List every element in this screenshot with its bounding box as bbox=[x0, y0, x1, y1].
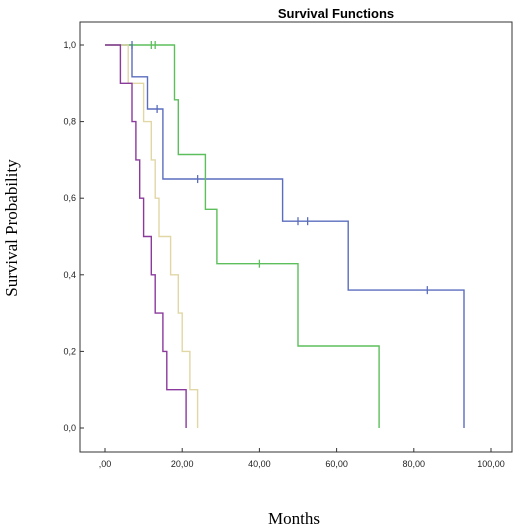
series-lines bbox=[105, 44, 465, 428]
x-tick-label: 80,00 bbox=[403, 459, 426, 469]
y-axis-title: Survival Probability bbox=[2, 159, 21, 297]
y-tick-label: 1,0 bbox=[63, 40, 76, 50]
y-tick-label: 0,6 bbox=[63, 193, 76, 203]
x-tick-label: 40,00 bbox=[248, 459, 271, 469]
plot-area bbox=[79, 21, 513, 453]
x-tick-label: ,00 bbox=[99, 459, 112, 469]
x-tick-label: 60,00 bbox=[325, 459, 348, 469]
censor-marks bbox=[131, 41, 428, 295]
survival-line-1 bbox=[105, 44, 465, 428]
axes: 0,0 0,2 0,4 0,6 0,8 1,0 ,00 20,00 40,00 60,00 80,0… bbox=[63, 40, 504, 469]
y-tick-label: 0,4 bbox=[63, 270, 76, 280]
survival-line-2 bbox=[105, 44, 380, 428]
x-tick-label: 100,00 bbox=[477, 459, 505, 469]
x-axis-title: Months bbox=[268, 509, 320, 528]
y-tick-label: 0,8 bbox=[63, 117, 76, 127]
y-tick-label: 0,2 bbox=[63, 346, 76, 356]
survival-line-4 bbox=[105, 44, 187, 428]
y-tick-label: 0,0 bbox=[63, 423, 76, 433]
survival-line-3 bbox=[105, 44, 199, 428]
chart-title: Survival Functions bbox=[278, 6, 394, 21]
x-tick-label: 20,00 bbox=[171, 459, 194, 469]
